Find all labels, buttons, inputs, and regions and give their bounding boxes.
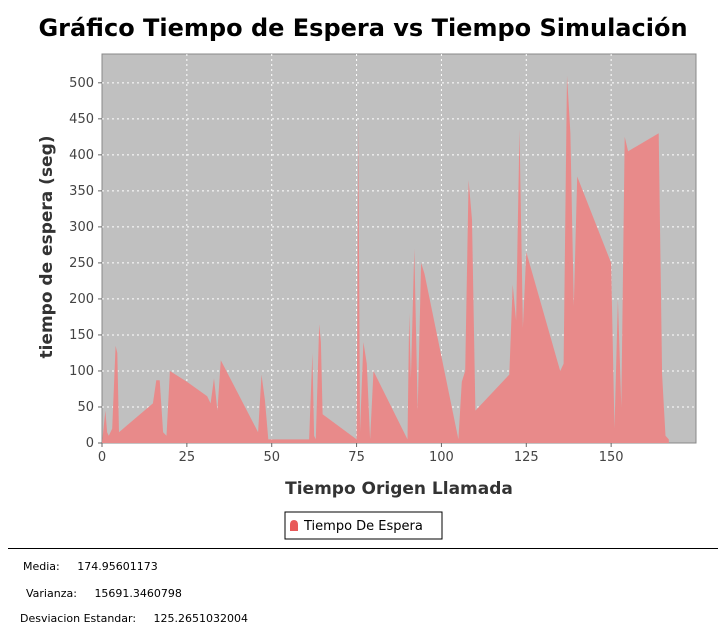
y-tick-label: 450 [69,112,94,127]
legend: Tiempo De Espera [284,511,443,540]
stat-desviacion: Desviacion Estandar: 125.2651032004 [20,612,248,625]
x-tick-label: 0 [98,450,106,465]
x-tick-label: 50 [263,450,280,465]
varianza-value: 15691.3460798 [94,587,182,600]
legend-swatch [290,520,298,531]
chart-title: Gráfico Tiempo de Espera vs Tiempo Simul… [38,14,687,42]
area-series [102,75,669,443]
media-label: Media: [23,560,60,573]
x-axis-label: Tiempo Origen Llamada [285,479,513,499]
media-value: 174.95601173 [77,560,158,573]
x-tick-label: 75 [348,450,365,465]
x-tick-label: 150 [599,450,624,465]
y-tick-label: 200 [69,292,94,307]
statistics-panel: Media: 174.95601173 Varianza: 15691.3460… [0,548,719,627]
y-tick-label: 100 [69,364,94,379]
divider [8,548,718,549]
y-tick-label: 300 [69,220,94,235]
x-tick-label: 100 [429,450,454,465]
desviacion-label: Desviacion Estandar: [20,612,137,625]
y-tick-label: 400 [69,148,94,163]
x-tick-label: 125 [514,450,539,465]
chart: Gráfico Tiempo de Espera vs Tiempo Simul… [37,14,697,540]
axes: 0 50 100 150 200 250 300 350 400 450 500 0 25 50 75 100… [69,76,623,465]
y-tick-label: 500 [69,76,94,91]
stat-varianza: Varianza: 15691.3460798 [26,587,182,600]
y-tick-label: 0 [86,436,94,451]
legend-box [284,511,443,540]
y-tick-label: 50 [77,400,94,415]
legend-label: Tiempo De Espera [303,519,423,534]
area-series-fill [102,75,669,443]
x-tick-label: 25 [179,450,196,465]
y-tick-label: 350 [69,184,94,199]
stat-media: Media: 174.95601173 [23,560,158,573]
varianza-label: Varianza: [26,587,77,600]
y-axis-label: tiempo de espera (seg) [37,135,57,358]
y-tick-label: 250 [69,256,94,271]
y-tick-label: 150 [69,328,94,343]
desviacion-value: 125.2651032004 [153,612,249,625]
